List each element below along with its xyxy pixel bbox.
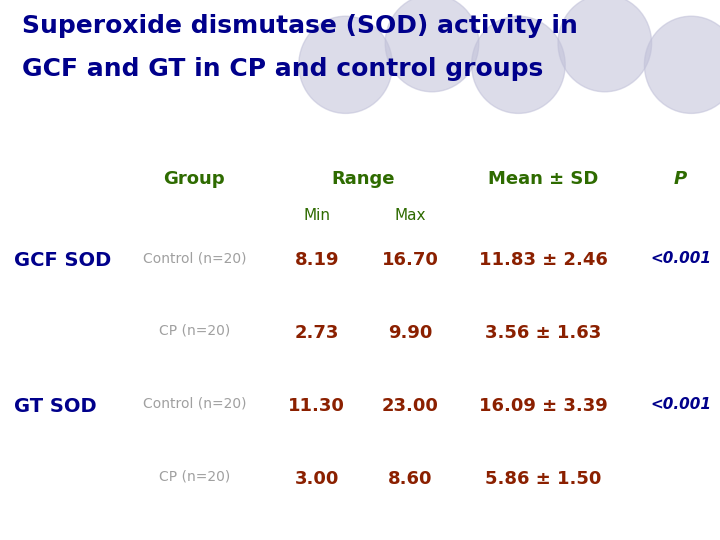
Text: Mean ± SD: Mean ± SD (488, 170, 599, 188)
Text: GT SOD: GT SOD (14, 397, 97, 416)
Ellipse shape (644, 16, 720, 113)
Text: Max: Max (395, 208, 426, 223)
Text: 23.00: 23.00 (382, 397, 438, 415)
Text: Range: Range (332, 170, 395, 188)
Text: Superoxide dismutase (SOD) activity in: Superoxide dismutase (SOD) activity in (22, 14, 577, 37)
Ellipse shape (299, 16, 392, 113)
Text: 16.70: 16.70 (382, 251, 438, 269)
Text: <0.001: <0.001 (650, 397, 711, 412)
Text: <0.001: <0.001 (650, 251, 711, 266)
Text: Control (n=20): Control (n=20) (143, 397, 246, 411)
Text: 3.00: 3.00 (294, 470, 339, 488)
Text: 11.30: 11.30 (289, 397, 345, 415)
Text: 5.86 ± 1.50: 5.86 ± 1.50 (485, 470, 602, 488)
Text: GCF SOD: GCF SOD (14, 251, 112, 270)
Text: Group: Group (163, 170, 225, 188)
Text: 3.56 ± 1.63: 3.56 ± 1.63 (485, 324, 602, 342)
Text: 9.90: 9.90 (388, 324, 433, 342)
Text: GCF and GT in CP and control groups: GCF and GT in CP and control groups (22, 57, 543, 80)
Text: 2.73: 2.73 (294, 324, 339, 342)
Text: 11.83 ± 2.46: 11.83 ± 2.46 (480, 251, 608, 269)
Ellipse shape (558, 0, 652, 92)
Text: Control (n=20): Control (n=20) (143, 251, 246, 265)
Text: Min: Min (303, 208, 330, 223)
Text: P: P (674, 170, 687, 188)
Text: 8.19: 8.19 (294, 251, 339, 269)
Text: 8.60: 8.60 (388, 470, 433, 488)
Ellipse shape (472, 16, 565, 113)
Text: CP (n=20): CP (n=20) (159, 324, 230, 338)
Ellipse shape (385, 0, 479, 92)
Text: CP (n=20): CP (n=20) (159, 470, 230, 484)
Text: 16.09 ± 3.39: 16.09 ± 3.39 (480, 397, 608, 415)
